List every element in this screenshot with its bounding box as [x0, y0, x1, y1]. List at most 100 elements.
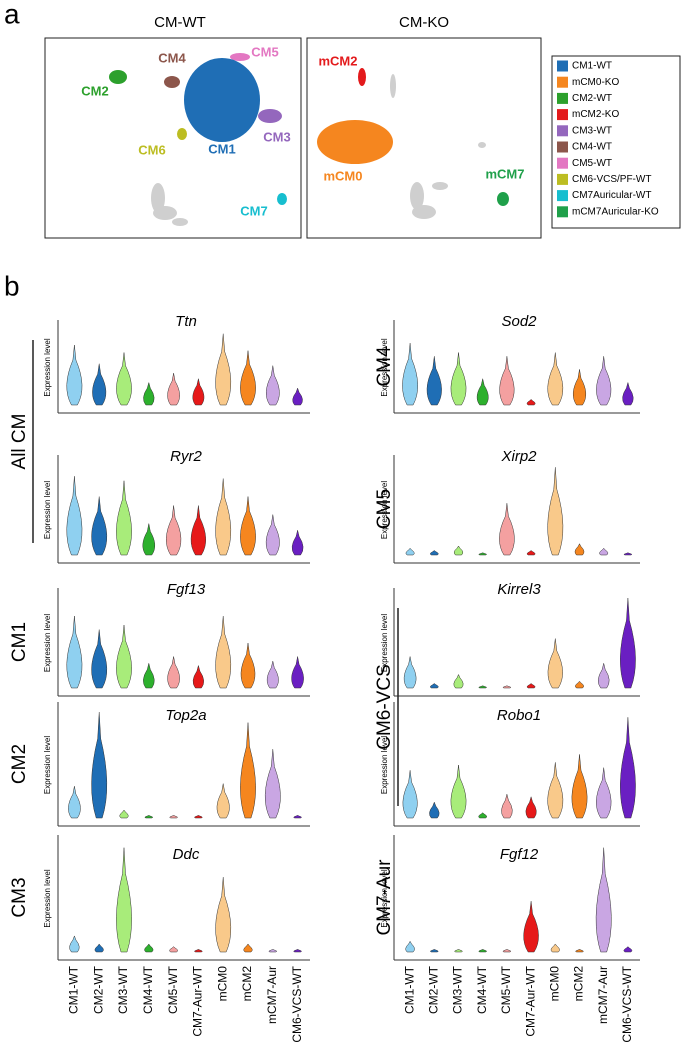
violin	[119, 809, 129, 819]
violin	[402, 343, 418, 406]
cluster-label: CM1	[208, 141, 235, 156]
cluster-label: mCM2	[318, 53, 357, 68]
legend-label: mCM0-KO	[572, 77, 619, 88]
legend-frame	[551, 55, 681, 229]
violin	[167, 656, 180, 689]
violin	[575, 949, 584, 953]
violin	[66, 615, 83, 689]
violin	[453, 545, 464, 556]
x-tick-label: mCM2	[240, 966, 254, 1002]
violin	[91, 629, 108, 689]
violin	[266, 660, 279, 689]
violin	[68, 786, 81, 819]
cluster-label: mCM0	[323, 168, 362, 183]
violin	[265, 514, 280, 556]
legend-swatch	[557, 206, 568, 218]
violin	[478, 949, 487, 953]
violin	[547, 467, 564, 556]
cluster-cells	[230, 53, 250, 61]
x-tick-label: mCM7-Aur	[265, 966, 279, 1024]
violin	[620, 717, 636, 819]
gene-title: Ttn	[175, 313, 197, 330]
legend-swatch	[557, 60, 568, 72]
violin	[450, 352, 467, 406]
x-tick-label: CM7-Aur-WT	[523, 965, 537, 1036]
y-axis-label: Expression level	[380, 869, 389, 927]
violin	[293, 949, 302, 953]
group-label: All CM	[9, 414, 30, 470]
violin	[91, 711, 108, 819]
violin	[623, 946, 633, 953]
violin	[143, 663, 155, 689]
legend-swatch	[557, 157, 568, 169]
violin	[166, 505, 182, 556]
violin	[194, 949, 203, 953]
violin	[291, 656, 304, 689]
violin	[215, 615, 232, 689]
violin	[426, 356, 442, 406]
x-tick-label: CM6-VCS-WT	[290, 965, 304, 1042]
cluster-label: CM4	[158, 50, 186, 65]
violin	[192, 378, 205, 406]
violin	[243, 943, 253, 953]
x-tick-label: CM5-WT	[499, 965, 513, 1014]
violin	[403, 656, 417, 689]
violin	[430, 949, 439, 953]
y-axis-label: Expression level	[43, 481, 52, 539]
x-tick-label: CM1-WT	[402, 965, 416, 1014]
violin	[478, 685, 487, 689]
gene-title: Ddc	[173, 846, 200, 863]
x-tick-label: mCM0	[547, 966, 561, 1002]
violin	[623, 552, 633, 556]
legend-swatch	[557, 141, 568, 153]
panel-label: b	[4, 270, 20, 301]
cluster-cells	[358, 68, 366, 86]
cluster-label: CM7	[240, 203, 267, 218]
violin	[596, 767, 612, 819]
violin	[478, 552, 487, 556]
umap-title: CM-KO	[399, 14, 449, 31]
legend-swatch	[557, 109, 568, 121]
legend-label: CM2-WT	[572, 93, 612, 104]
violin	[453, 673, 464, 689]
violin	[292, 387, 303, 406]
violin	[94, 943, 104, 953]
violin	[547, 352, 564, 406]
x-tick-label: CM3-WT	[451, 965, 465, 1014]
legend-label: CM4-WT	[572, 142, 612, 153]
violin	[215, 877, 232, 953]
violin	[264, 749, 281, 819]
violin	[169, 815, 178, 819]
gene-title: Robo1	[497, 707, 541, 724]
legend-label: CM1-WT	[572, 61, 612, 72]
gene-title: Fgf13	[167, 581, 206, 598]
legend-label: mCM7Auricular-KO	[572, 206, 659, 217]
violin	[547, 762, 564, 819]
violin	[143, 381, 155, 406]
violin	[499, 356, 515, 406]
cluster-label: mCM7	[485, 166, 524, 181]
x-tick-label: CM2-WT	[426, 965, 440, 1014]
violin	[240, 722, 256, 819]
violin	[91, 496, 108, 556]
cluster-label: CM5	[251, 44, 278, 59]
violin	[450, 764, 467, 819]
cluster-cells	[164, 76, 180, 88]
violin	[502, 949, 512, 953]
violin	[430, 683, 439, 689]
legend-swatch	[557, 76, 568, 88]
x-tick-label: CM4-WT	[475, 965, 489, 1014]
umap-frame	[44, 37, 302, 239]
violin	[575, 680, 584, 689]
violin	[405, 940, 415, 953]
violin	[572, 369, 587, 406]
violin	[215, 333, 232, 406]
y-axis-label: Expression level	[43, 736, 52, 794]
violin	[525, 795, 537, 819]
violin	[526, 399, 536, 406]
cluster-cells	[177, 128, 187, 140]
violin	[69, 935, 80, 953]
y-axis-label: Expression level	[380, 736, 389, 794]
